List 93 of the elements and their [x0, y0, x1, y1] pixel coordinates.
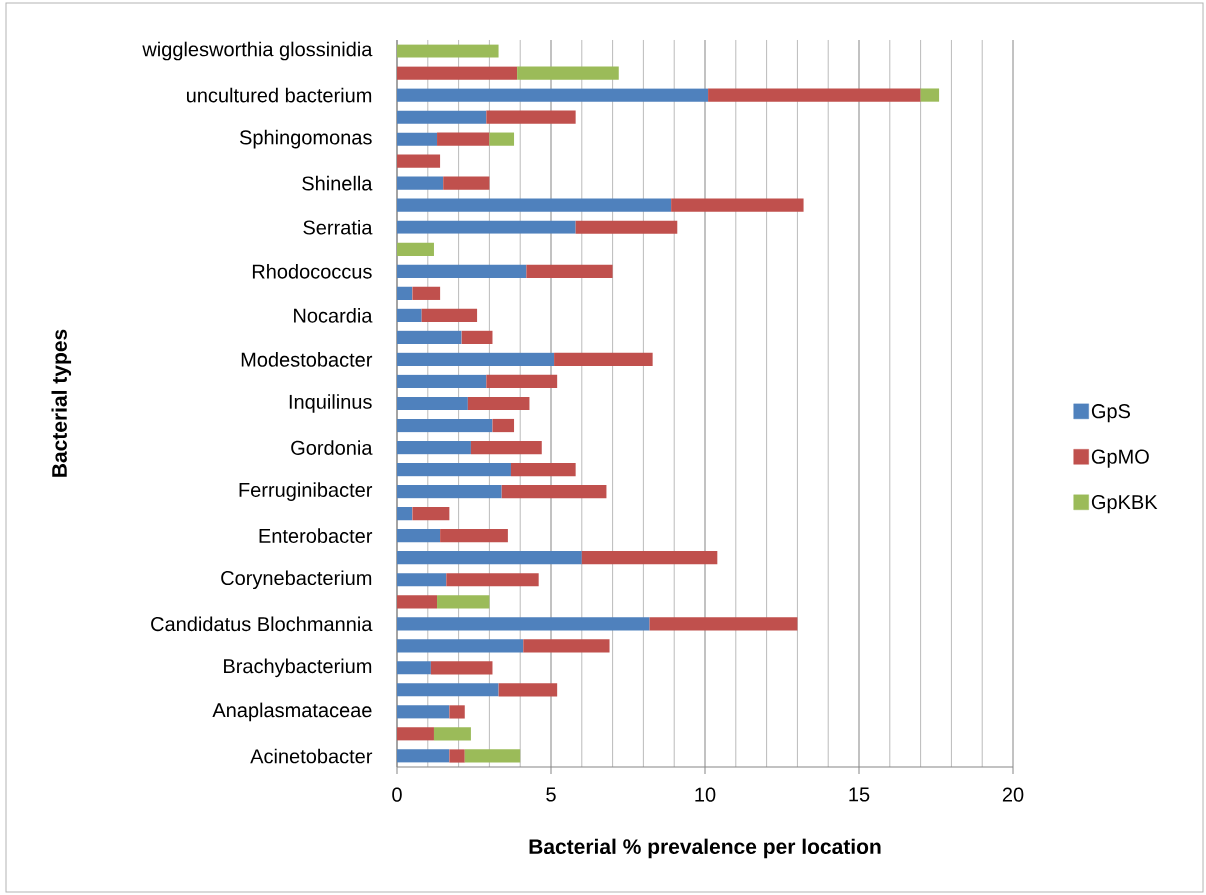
- y-tick-label: Ferruginibacter: [239, 482, 373, 501]
- y-tick-label: Nocardia: [294, 308, 373, 323]
- bar: [397, 352, 555, 367]
- bar: [397, 154, 441, 168]
- x-tick-label: 0: [392, 787, 402, 802]
- bar: [397, 440, 471, 455]
- bar: [397, 396, 468, 411]
- bar: [920, 88, 940, 102]
- x-tick-label: 20: [1002, 787, 1024, 802]
- y-tick-label: Anaplasmataceae: [212, 702, 372, 722]
- bar: [461, 330, 493, 345]
- bar: [397, 617, 650, 631]
- bar: [397, 44, 499, 58]
- y-tick-label: Inquilinus: [289, 394, 372, 413]
- bar: [397, 705, 450, 719]
- bar: [446, 573, 539, 587]
- bar: [397, 418, 493, 433]
- bar: [397, 264, 527, 278]
- bar: [397, 110, 487, 124]
- bar: [649, 617, 798, 631]
- bar: [397, 462, 511, 477]
- y-tick-label: Acinetobacter: [250, 748, 373, 764]
- x-axis-title: Bacterial % prevalence per location: [529, 838, 881, 859]
- bar: [523, 639, 610, 653]
- bar: [486, 374, 558, 389]
- bar: [397, 132, 438, 146]
- y-tick-label: uncultured bacterium: [187, 87, 372, 103]
- bar: [397, 88, 709, 102]
- y-tick-label: Rhodococcus: [252, 263, 372, 279]
- bar: [397, 330, 462, 345]
- bar: [397, 220, 576, 234]
- bar: [397, 198, 672, 212]
- bar: [397, 727, 434, 741]
- y-tick-label: Corynebacterium: [221, 570, 372, 590]
- bar: [449, 705, 465, 719]
- bar: [397, 551, 582, 565]
- bar: [397, 661, 431, 675]
- bar: [397, 683, 499, 697]
- y-tick-label: wigglesworthia glossinidia: [142, 41, 373, 61]
- bar: [498, 683, 558, 697]
- x-tick-label: 10: [695, 787, 716, 802]
- bar: [397, 308, 422, 322]
- bar: [671, 198, 804, 212]
- bar: [437, 132, 490, 146]
- legend-label: GpKBK: [1091, 495, 1158, 514]
- bar: [397, 374, 487, 389]
- y-tick-label: Candidatus Blochmannia: [151, 616, 373, 632]
- bar: [397, 242, 434, 256]
- bar: [708, 88, 921, 102]
- bar: [554, 352, 653, 367]
- bar: [437, 595, 490, 609]
- bar: [397, 573, 447, 587]
- bar: [397, 286, 413, 300]
- bar: [397, 529, 441, 543]
- y-tick-label: Enterobacter: [259, 528, 373, 544]
- bar: [397, 176, 444, 190]
- bar: [575, 220, 678, 234]
- bar: [397, 749, 450, 763]
- bar: [397, 66, 518, 80]
- bar: [430, 661, 493, 675]
- bar: [440, 529, 508, 543]
- x-tick-label: 15: [849, 787, 870, 802]
- bar: [517, 66, 619, 80]
- bar: [581, 551, 718, 565]
- bar: [470, 440, 542, 455]
- bar: [510, 462, 576, 477]
- y-tick-label: Brachybacterium: [224, 658, 372, 678]
- bar: [433, 727, 471, 741]
- y-tick-label: Sphingomonas: [239, 129, 372, 149]
- bar: [397, 639, 524, 653]
- x-tick-label: 5: [546, 787, 556, 802]
- legend-label: GpMO: [1091, 449, 1149, 468]
- bar: [486, 110, 576, 124]
- bar: [492, 418, 515, 433]
- y-tick-label: Modestobacter: [241, 352, 373, 367]
- bar: [526, 264, 613, 278]
- legend-label: GpS: [1091, 404, 1130, 423]
- bar: [412, 507, 450, 521]
- bar: [467, 396, 530, 411]
- bar: [464, 749, 521, 763]
- bar: [421, 308, 478, 322]
- bar: [397, 595, 438, 609]
- y-axis-title: Bacterial types: [51, 329, 72, 477]
- bar: [443, 176, 490, 190]
- y-tick-label: Shinella: [302, 175, 373, 191]
- bar: [501, 485, 607, 499]
- y-tick-label: Serratia: [303, 219, 373, 235]
- bar: [412, 286, 441, 300]
- bar: [397, 485, 502, 499]
- bar: [489, 132, 515, 146]
- bar: [449, 749, 465, 763]
- y-tick-label: Gordonia: [291, 440, 373, 455]
- bar: [397, 507, 413, 521]
